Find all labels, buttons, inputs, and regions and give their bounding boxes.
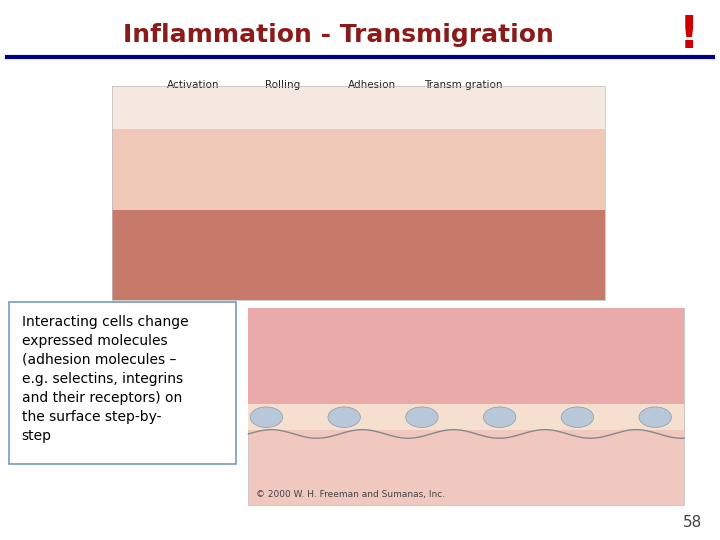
Text: Rolling: Rolling bbox=[266, 80, 300, 90]
Ellipse shape bbox=[561, 407, 593, 428]
Ellipse shape bbox=[251, 407, 282, 428]
FancyBboxPatch shape bbox=[248, 404, 684, 430]
Text: © 2000 W. H. Freeman and Sumanas, Inc.: © 2000 W. H. Freeman and Sumanas, Inc. bbox=[256, 490, 445, 500]
FancyBboxPatch shape bbox=[112, 210, 605, 300]
FancyBboxPatch shape bbox=[248, 308, 684, 406]
Text: Activation: Activation bbox=[167, 80, 219, 90]
FancyBboxPatch shape bbox=[248, 308, 684, 505]
Ellipse shape bbox=[406, 407, 438, 428]
Text: Interacting cells change
expressed molecules
(adhesion molecules –
e.g. selectin: Interacting cells change expressed molec… bbox=[22, 315, 188, 442]
Ellipse shape bbox=[328, 407, 360, 428]
FancyBboxPatch shape bbox=[9, 302, 236, 464]
Ellipse shape bbox=[484, 407, 516, 428]
Ellipse shape bbox=[639, 407, 671, 428]
Text: !: ! bbox=[679, 14, 699, 57]
FancyBboxPatch shape bbox=[112, 129, 605, 225]
Text: Inflammation - Transmigration: Inflammation - Transmigration bbox=[123, 23, 554, 47]
FancyBboxPatch shape bbox=[112, 86, 605, 300]
Text: 58: 58 bbox=[683, 515, 702, 530]
Text: Adhesion: Adhesion bbox=[348, 80, 395, 90]
Text: Transm gration: Transm gration bbox=[423, 80, 503, 90]
